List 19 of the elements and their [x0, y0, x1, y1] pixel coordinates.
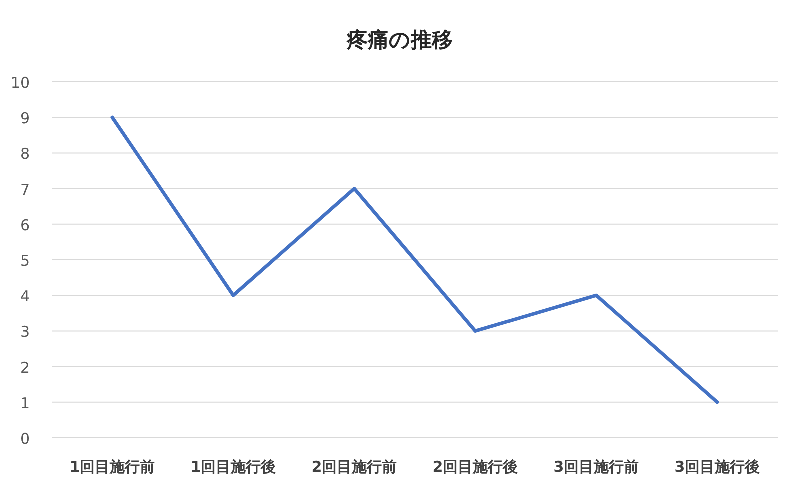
- x-tick-label: 2回目施行前: [312, 458, 398, 476]
- chart-title: 疼痛の推移: [346, 28, 453, 52]
- y-tick-label: 2: [20, 358, 30, 377]
- y-tick-label: 6: [20, 216, 30, 234]
- y-tick-label: 4: [20, 288, 30, 306]
- x-tick-label: 2回目施行後: [432, 458, 518, 476]
- y-tick-label: 5: [20, 252, 30, 270]
- y-tick-label: 1: [20, 394, 30, 412]
- line-series: [110, 116, 720, 404]
- y-tick-label: 3: [20, 323, 30, 342]
- y-tick-label: 8: [20, 145, 30, 164]
- x-tick-label: 1回目施行後: [190, 458, 276, 476]
- x-tick-label: 3回目施行後: [674, 458, 760, 476]
- y-tick-label: 9: [20, 110, 30, 128]
- x-tick-label: 1回目施行前: [70, 458, 156, 476]
- y-tick-label: 0: [20, 430, 30, 448]
- x-tick-label: 3回目施行前: [554, 458, 640, 476]
- y-tick-label: 10: [10, 74, 30, 92]
- y-tick-label: 7: [20, 180, 30, 199]
